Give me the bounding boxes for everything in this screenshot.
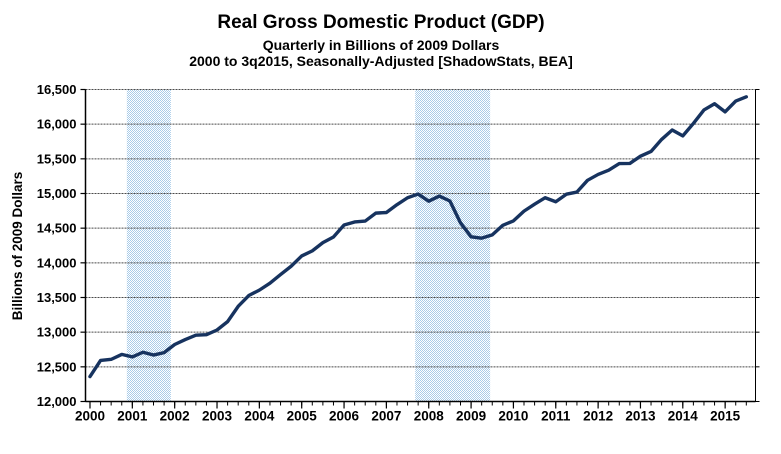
plot-frame <box>84 89 756 403</box>
y-tick-label: 13,500 <box>37 290 77 305</box>
x-tick-label: 2008 <box>414 409 445 424</box>
y-tick-label: 13,000 <box>37 325 77 340</box>
y-tick-label: 16,500 <box>37 82 77 97</box>
chart-subtitle: Quarterly in Billions of 2009 Dollars <box>262 36 500 53</box>
x-tick-label: 2006 <box>329 409 360 424</box>
x-tick-label: 2002 <box>160 409 190 424</box>
recession-bands <box>126 89 491 402</box>
y-tick-label: 15,500 <box>37 151 77 166</box>
x-tick-label: 2007 <box>371 409 401 424</box>
x-tick-label: 2009 <box>456 409 486 424</box>
x-tick-label: 2010 <box>498 409 528 424</box>
y-tick-label: 12,500 <box>37 359 77 374</box>
chart-title: Real Gross Domestic Product (GDP) <box>217 12 545 33</box>
y-tick-label: 14,500 <box>37 221 77 236</box>
y-tick-label: 12,000 <box>37 394 77 409</box>
x-tick-label: 2001 <box>117 409 148 424</box>
x-tick-label: 2015 <box>710 409 741 424</box>
x-tick-label: 2013 <box>625 409 656 424</box>
x-tick-label: 2004 <box>244 409 275 424</box>
y-tick-label: 15,000 <box>37 186 77 201</box>
recession-band <box>415 89 491 402</box>
gdp-series-line <box>88 95 749 379</box>
x-tick-label: 2000 <box>75 409 105 424</box>
x-tick-label: 2003 <box>202 409 233 424</box>
y-tick-label: 16,000 <box>37 117 77 132</box>
x-tick-label: 2005 <box>287 409 318 424</box>
y-tick-label: 14,000 <box>37 255 77 270</box>
y-axis: 16,500 16,000 15,500 15,000 14,500 14,000 13,5… <box>37 82 760 409</box>
chart-caption: 2000 to 3q2015, Seasonally-Adjusted [Sha… <box>189 52 573 69</box>
recession-band <box>126 89 171 402</box>
chart-title-block: Real Gross Domestic Product (GDP) Quarte… <box>0 12 762 69</box>
x-tick-label: 2012 <box>583 409 613 424</box>
x-tick-label: 2011 <box>541 409 571 424</box>
x-tick-label: 2014 <box>668 409 699 424</box>
x-axis: 2000 2001 2002 2003 2004 2005 2006 2007 2008 2009… <box>75 401 741 424</box>
